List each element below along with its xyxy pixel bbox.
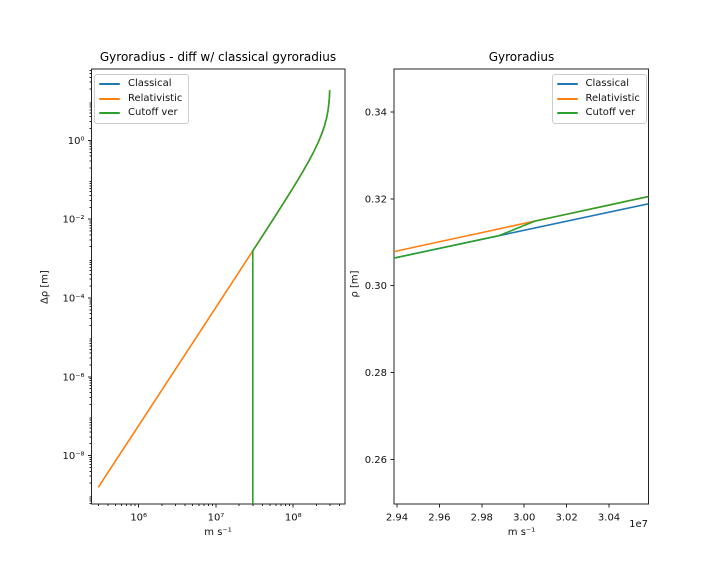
legend-entry-relativistic: Relativistic (99, 92, 182, 107)
legend-entry-classical: Classical (99, 77, 182, 92)
x-tick-label: 10⁶ (130, 513, 147, 524)
y-tick-label: 10⁻⁸ (62, 451, 84, 462)
legend-label: Classical (128, 78, 172, 90)
y-tick-label: 0.32 (365, 194, 387, 205)
left-chart-title: Gyroradius - diff w/ classical gyroradiu… (99, 50, 337, 64)
legend-entry-relativistic: Relativistic (556, 92, 640, 107)
series-line-relativistic (97, 90, 331, 488)
legend-entry-classical: Classical (556, 77, 640, 92)
legend-entry-cutoff-ver: Cutoff ver (99, 106, 182, 121)
x-tick-label: 10⁸ (285, 513, 302, 524)
axes-frame (393, 68, 649, 505)
right-chart-title: Gyroradius (488, 50, 555, 64)
y-tick-label: 0.30 (365, 281, 387, 292)
left-legend: Classical Relativistic Cutoff ver (94, 74, 190, 124)
y-tick-label: 0.26 (365, 455, 387, 466)
legend-label: Cutoff ver (585, 107, 636, 119)
legend-label: Relativistic (585, 92, 640, 104)
x-tick-label: 2.96 (428, 513, 450, 524)
x-tick-label: 10⁷ (208, 513, 225, 524)
y-tick-label: 10⁻² (62, 215, 84, 226)
right-y-axis-label: ρ [m] (349, 270, 361, 298)
y-tick-label: 10⁻⁶ (62, 372, 84, 383)
legend-line-swatch (556, 97, 578, 100)
right-legend: Classical Relativistic Cutoff ver (551, 74, 647, 124)
series-line-cutoff-ver (394, 195, 649, 259)
x-tick-label: 3.00 (513, 513, 535, 524)
left-x-axis-label: m s⁻¹ (204, 527, 232, 538)
legend-label: Classical (585, 78, 630, 90)
legend-label: Relativistic (128, 92, 183, 104)
y-tick-label: 0.28 (365, 368, 387, 379)
y-tick-label: 10⁻⁴ (62, 293, 84, 304)
x-tick-label: 2.98 (471, 513, 493, 524)
x-axis-offset-label: 1e7 (629, 519, 648, 530)
legend-line-swatch (99, 97, 120, 100)
legend-line-swatch (556, 83, 578, 86)
series-line-cutoff-ver (252, 90, 331, 504)
x-tick-label: 3.04 (598, 513, 620, 524)
right-x-axis-label: m s⁻¹ (507, 527, 536, 538)
legend-entry-cutoff-ver: Cutoff ver (556, 106, 640, 121)
x-tick-label: 3.02 (556, 513, 578, 524)
legend-label: Cutoff ver (128, 107, 178, 119)
legend-line-swatch (99, 83, 120, 86)
x-tick-label: 2.94 (386, 513, 408, 524)
left-y-axis-label: Δρ [m] (39, 270, 51, 304)
axes-frame (91, 68, 346, 505)
legend-line-swatch (556, 112, 578, 115)
legend-line-swatch (99, 112, 120, 115)
y-tick-label: 0.34 (365, 107, 387, 118)
y-tick-label: 10⁰ (68, 136, 85, 147)
